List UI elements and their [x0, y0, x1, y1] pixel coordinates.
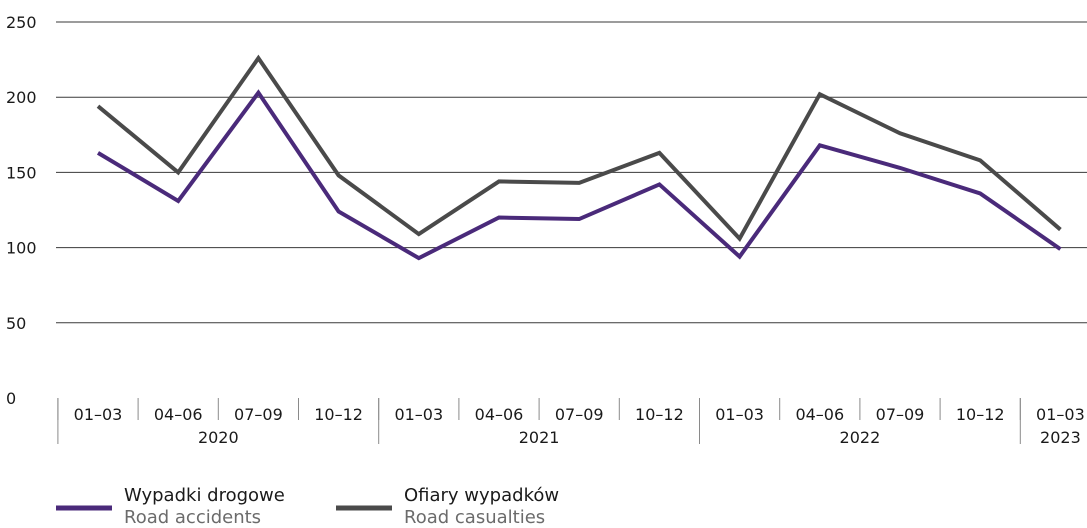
x-tick-label: 10–12 — [314, 405, 363, 424]
x-tick-label: 01–03 — [74, 405, 123, 424]
x-year-label: 2020 — [198, 428, 239, 447]
x-year-label: 2023 — [1040, 428, 1081, 447]
y-tick-label: 200 — [6, 88, 37, 107]
series-line-0 — [96, 89, 1062, 261]
legend-label: Ofiary wypadków — [404, 485, 559, 506]
x-tick-label: 01–03 — [1036, 405, 1085, 424]
x-tick-label: 10–12 — [956, 405, 1005, 424]
legend-label-en: Road accidents — [124, 507, 261, 528]
legend-label-en: Road casualties — [404, 507, 545, 528]
series-lines — [96, 54, 1062, 261]
y-tick-label: 250 — [6, 13, 37, 32]
x-tick-label: 04–06 — [154, 405, 203, 424]
y-tick-label: 50 — [6, 314, 26, 333]
x-tick-label: 04–06 — [795, 405, 844, 424]
x-year-label: 2021 — [519, 428, 560, 447]
y-tick-label: 0 — [6, 389, 16, 408]
x-year-label: 2022 — [840, 428, 881, 447]
x-tick-label: 01–03 — [394, 405, 443, 424]
grid-lines — [56, 21, 1087, 324]
x-axis: 01–03 04–06 07–09 10–12 01–03 04–06 07–09 10–12… — [57, 398, 1085, 447]
x-tick-label: 07–09 — [555, 405, 604, 424]
x-tick-label: 01–03 — [715, 405, 764, 424]
x-tick-label: 07–09 — [876, 405, 925, 424]
x-tick-label: 10–12 — [635, 405, 684, 424]
legend-label: Wypadki drogowe — [124, 485, 285, 506]
y-axis-ticks: 0 50 100 150 200 250 — [6, 13, 37, 408]
y-tick-label: 150 — [6, 163, 37, 182]
y-tick-label: 100 — [6, 239, 37, 258]
x-tick-label: 07–09 — [234, 405, 283, 424]
series-line-1 — [96, 54, 1062, 242]
x-tick-label: 04–06 — [475, 405, 524, 424]
